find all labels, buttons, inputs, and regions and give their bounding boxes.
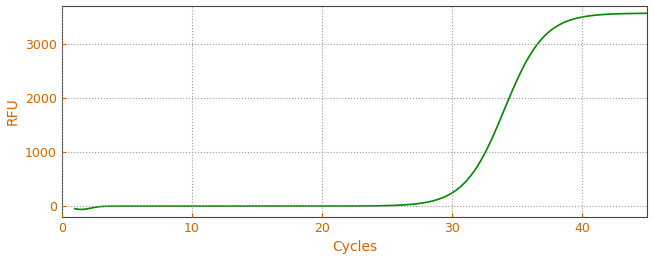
Y-axis label: RFU: RFU [6, 98, 20, 125]
X-axis label: Cycles: Cycles [332, 240, 377, 255]
